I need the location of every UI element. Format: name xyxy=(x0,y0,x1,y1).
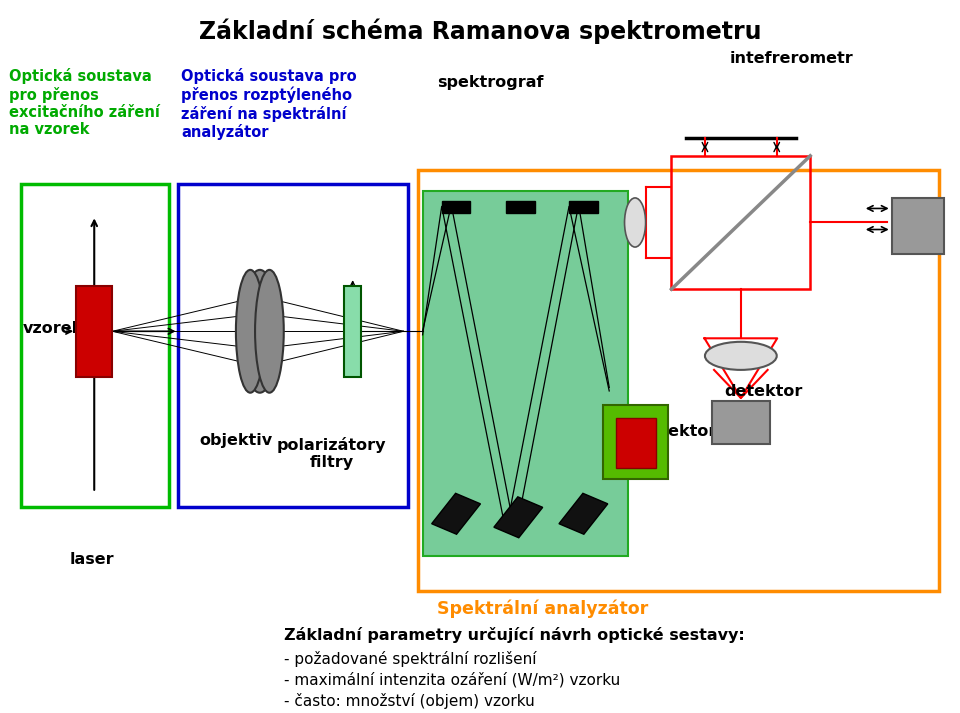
Bar xyxy=(569,201,598,213)
Text: vzorek: vzorek xyxy=(22,321,83,336)
Ellipse shape xyxy=(705,342,777,370)
Polygon shape xyxy=(493,497,542,538)
Bar xyxy=(671,156,810,289)
Bar xyxy=(506,201,535,213)
Bar xyxy=(422,191,629,556)
Text: intefrerometr: intefrerometr xyxy=(730,51,853,66)
Ellipse shape xyxy=(242,270,278,393)
Bar xyxy=(418,170,940,591)
Ellipse shape xyxy=(625,198,645,247)
Text: detektor: detektor xyxy=(638,424,716,439)
Text: Optická soustava
pro přenos
excitačního záření
na vzorek: Optická soustava pro přenos excitačního … xyxy=(9,68,160,138)
Polygon shape xyxy=(432,493,480,534)
Text: Základní schéma Ramanova spektrometru: Základní schéma Ramanova spektrometru xyxy=(199,19,761,44)
Text: objektiv: objektiv xyxy=(200,433,273,448)
Text: laser: laser xyxy=(70,553,114,568)
Text: Spektrální analyzátor: Spektrální analyzátor xyxy=(437,600,648,618)
Text: spektrograf: spektrograf xyxy=(437,75,543,90)
Text: - často: množství (objem) vzorku: - často: množství (objem) vzorku xyxy=(284,694,535,709)
Bar xyxy=(76,286,112,377)
Bar xyxy=(344,286,361,377)
Text: - maximální intenzita ozáření (W/m²) vzorku: - maximální intenzita ozáření (W/m²) vzo… xyxy=(284,672,620,688)
Text: Základní parametry určující návrh optické sestavy:: Základní parametry určující návrh optick… xyxy=(284,627,745,644)
Bar xyxy=(712,401,770,443)
Text: - požadované spektrální rozlišení: - požadované spektrální rozlišení xyxy=(284,652,537,667)
Polygon shape xyxy=(559,493,608,534)
Text: Optická soustava pro
přenos rozptýleného
záření na spektrální
analyzátor: Optická soustava pro přenos rozptýleného… xyxy=(181,68,357,140)
Bar xyxy=(892,198,945,254)
Bar xyxy=(616,418,656,468)
Text: detektor: detektor xyxy=(724,384,803,399)
Bar xyxy=(179,184,408,507)
Ellipse shape xyxy=(236,270,265,393)
Bar xyxy=(603,405,667,478)
Ellipse shape xyxy=(255,270,284,393)
Bar xyxy=(442,201,470,213)
Text: polarizátory
filtry: polarizátory filtry xyxy=(276,436,386,470)
Bar xyxy=(20,184,169,507)
